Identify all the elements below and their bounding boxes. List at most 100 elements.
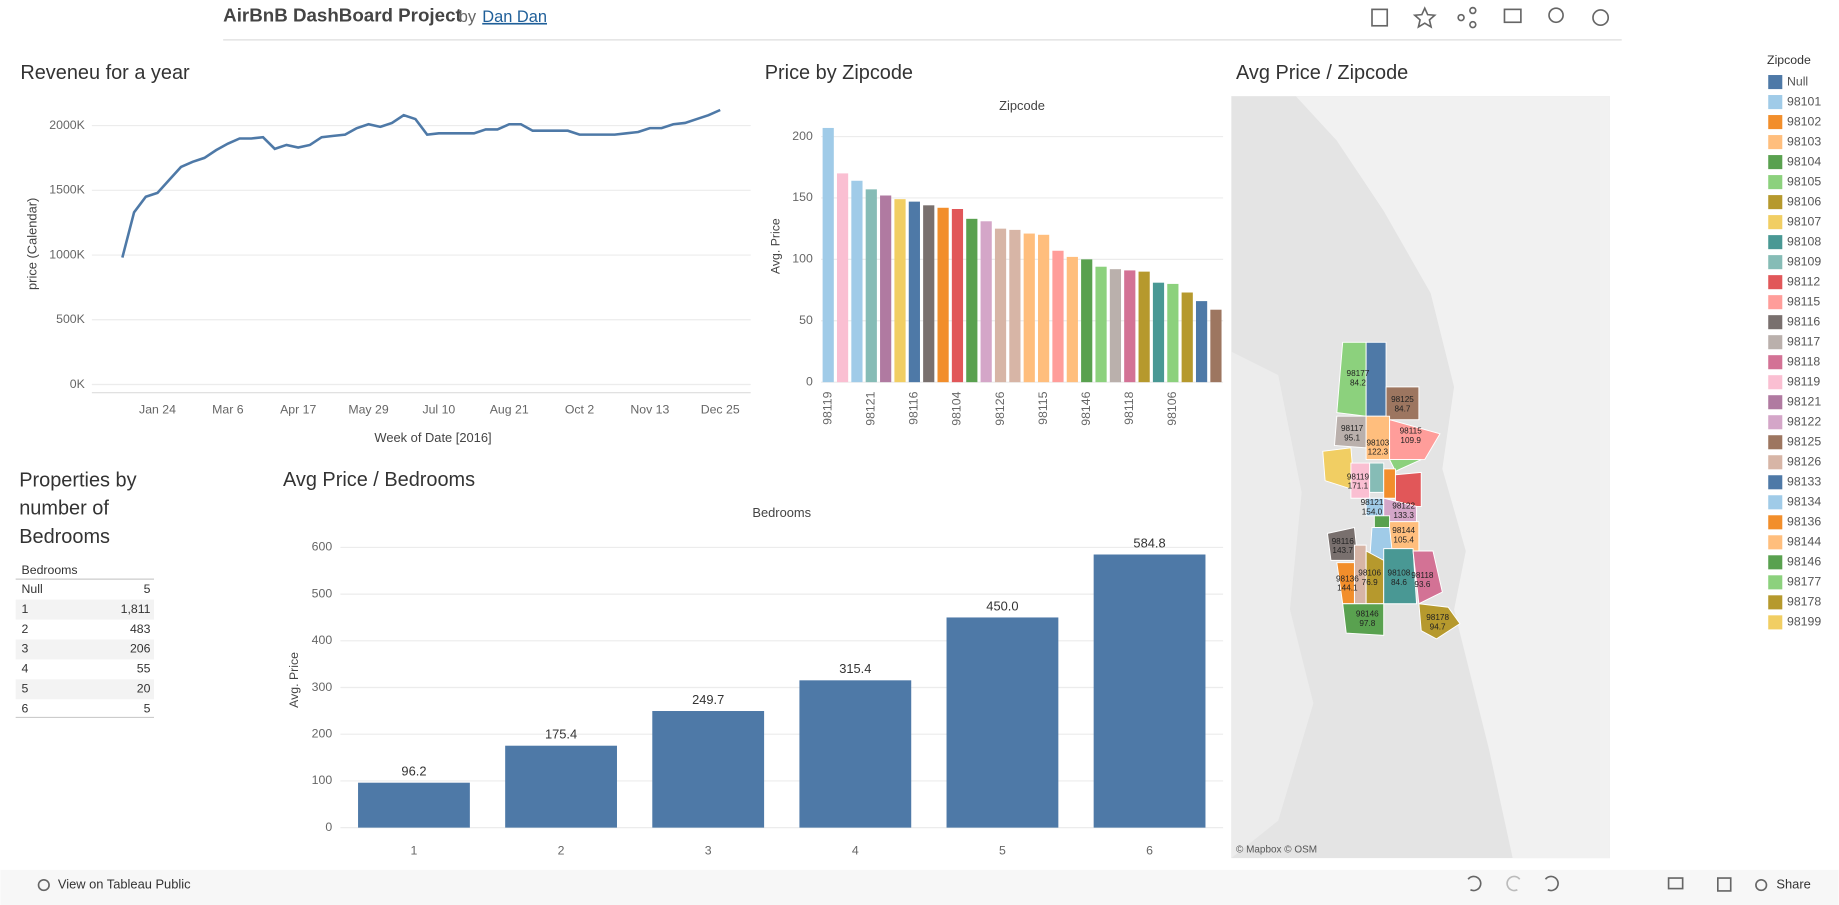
x-tick-label: 98126 <box>993 391 1007 425</box>
table-row-bg <box>15 639 155 660</box>
legend-label: 98126 <box>1787 455 1821 469</box>
share-button[interactable]: Share <box>1776 876 1810 891</box>
zip-area[interactable] <box>1383 548 1418 605</box>
legend-title: Zipcode <box>1767 53 1811 67</box>
favorite-icon[interactable] <box>1412 6 1437 29</box>
legend-swatch <box>1768 255 1783 270</box>
zip-area[interactable] <box>1385 386 1420 421</box>
zip-area[interactable] <box>1412 550 1443 605</box>
map-zip-label: 98122 <box>1392 502 1415 511</box>
y-tick-label: 2000K <box>49 118 85 132</box>
y-tick-label: 0 <box>806 374 813 388</box>
bar <box>505 745 617 828</box>
legend-swatch <box>1768 555 1783 570</box>
badge-icon[interactable] <box>1548 7 1564 24</box>
value-label: 315.4 <box>839 661 871 676</box>
map-value-label: 143.7 <box>1332 546 1353 555</box>
download-icon[interactable] <box>1503 8 1522 24</box>
bar <box>951 209 964 383</box>
footer-icons <box>1467 875 1768 892</box>
bar <box>358 782 470 828</box>
x-tick-label: 98121 <box>864 391 878 425</box>
zip-area[interactable] <box>1373 515 1391 528</box>
bar <box>1023 233 1035 383</box>
map-value-label: 171.1 <box>1348 482 1369 491</box>
redo-icon[interactable] <box>1506 875 1521 892</box>
bedroom-chart-title: Avg Price / Bedrooms <box>283 469 475 491</box>
x-tick-label: 98118 <box>1122 391 1136 424</box>
zip-area[interactable] <box>1394 471 1422 507</box>
legend-swatch <box>1768 475 1783 490</box>
chart-header: Zipcode <box>999 98 1045 113</box>
table-cell: Null <box>22 582 43 596</box>
legend-label: 98146 <box>1787 555 1821 569</box>
map-value-label: 84.7 <box>1395 404 1411 413</box>
zip-area[interactable] <box>1389 419 1441 461</box>
bar <box>1138 271 1150 383</box>
download-icon[interactable] <box>1667 877 1684 890</box>
x-tick-label: Jul 10 <box>422 403 455 417</box>
fullscreen-icon[interactable] <box>1717 877 1732 892</box>
share-icon[interactable] <box>1457 6 1477 29</box>
legend-swatch <box>1768 95 1783 110</box>
legend-swatch <box>1768 75 1783 90</box>
author-link[interactable]: Dan Dan <box>482 8 547 26</box>
value-label: 175.4 <box>545 727 577 742</box>
zip-area[interactable] <box>1388 459 1422 472</box>
bar <box>946 617 1059 828</box>
x-tick-label: Apr 17 <box>280 403 316 417</box>
legend-swatch <box>1768 235 1783 250</box>
map-zip-label: 98177 <box>1347 369 1370 378</box>
legend-swatch <box>1768 275 1783 290</box>
legend-label: 98119 <box>1787 374 1820 388</box>
table-row-bg <box>15 679 155 700</box>
legend-label: 98105 <box>1787 174 1821 188</box>
zip-area[interactable] <box>1342 603 1385 636</box>
bar <box>1152 282 1165 383</box>
revert-icon[interactable] <box>1544 875 1559 892</box>
y-tick-label: 150 <box>792 190 813 204</box>
table-cell: 5 <box>144 701 151 715</box>
map-zip-label: 98121 <box>1361 498 1384 507</box>
y-tick-label: 400 <box>312 633 333 647</box>
edit-icon[interactable] <box>1371 8 1389 27</box>
bar <box>923 205 935 383</box>
map-value-label: 154.0 <box>1362 507 1383 516</box>
revenue-line <box>121 108 721 258</box>
zip-area[interactable] <box>1365 341 1387 417</box>
settings-icon[interactable] <box>1592 9 1610 27</box>
bar <box>1052 250 1064 383</box>
table-title-box: Properties by number of Bedrooms <box>19 469 136 548</box>
table-cell: 2 <box>22 622 29 636</box>
bar <box>1210 309 1222 383</box>
legend-label: 98107 <box>1787 214 1821 228</box>
x-tick-label: 98116 <box>907 391 921 424</box>
x-tick-label: 4 <box>852 843 859 857</box>
map-zip-label: 98106 <box>1358 568 1381 577</box>
legend-label: 98178 <box>1787 595 1821 609</box>
legend-swatch <box>1768 535 1783 550</box>
zip-area[interactable] <box>1418 603 1461 640</box>
map-value-label: 105.4 <box>1393 536 1414 545</box>
y-tick-label: 0 <box>325 820 332 834</box>
zip-area[interactable] <box>1383 468 1396 499</box>
legend-label: 98115 <box>1787 294 1820 308</box>
bar <box>908 201 920 383</box>
legend-label: 98102 <box>1787 114 1821 128</box>
zip-area[interactable] <box>1369 462 1385 493</box>
tableau-link[interactable]: View on Tableau Public <box>58 876 191 891</box>
undo-icon[interactable] <box>1467 875 1482 892</box>
bar <box>865 189 877 383</box>
map-value-label: 144.1 <box>1337 584 1358 593</box>
bar <box>1181 292 1193 383</box>
legend-swatch <box>1768 115 1783 130</box>
x-tick-label: 98106 <box>1165 391 1179 425</box>
map-zip-label: 98118 <box>1411 571 1434 580</box>
toolbar-icons <box>1371 6 1610 29</box>
y-tick-label: 100 <box>792 252 813 266</box>
map-value-label: 95.1 <box>1344 434 1360 443</box>
legend-swatch <box>1768 615 1783 630</box>
zipcode-chart-title: Price by Zipcode <box>765 62 913 84</box>
chart-header: Bedrooms <box>752 505 811 520</box>
share-icon[interactable] <box>1755 878 1768 892</box>
